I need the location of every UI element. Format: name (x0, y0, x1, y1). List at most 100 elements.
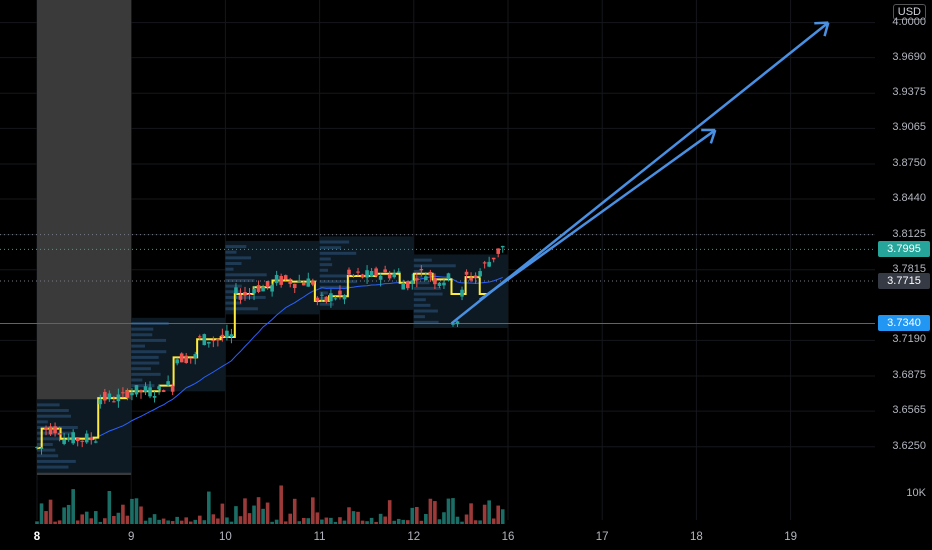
candle-body (188, 357, 193, 359)
arrow-head (823, 22, 830, 37)
volume-bar (360, 520, 365, 524)
profile-bar (413, 298, 426, 302)
volume-bar (306, 518, 311, 524)
volume-bar (365, 521, 369, 524)
profile-bar (37, 454, 59, 458)
profile-bar (225, 295, 266, 299)
volume-bar (482, 504, 487, 524)
candle-body (103, 391, 107, 401)
candle-body (62, 439, 66, 444)
candle-body (288, 280, 293, 284)
volume-bar (297, 521, 302, 524)
profile-bar (131, 361, 160, 365)
volume-bar (338, 517, 342, 524)
candle-body (383, 269, 387, 273)
volume-bar (39, 503, 44, 524)
candle-body (279, 275, 283, 285)
session-shade (37, 0, 132, 475)
volume-bar (496, 505, 501, 524)
volume-bar (247, 513, 252, 524)
candle-body (342, 295, 347, 300)
profile-bar (319, 302, 334, 306)
volume-bar (134, 498, 139, 524)
profile-bar (225, 250, 237, 254)
price-tick-label: 3.8750 (892, 156, 926, 169)
profile-bar (413, 286, 442, 290)
candle-body (301, 282, 306, 286)
volume-bar (347, 507, 351, 524)
profile-bar (131, 384, 155, 388)
price-tag: 3.7340 (878, 315, 930, 332)
profile-bar (37, 448, 56, 452)
candle-body (274, 274, 279, 284)
candle-body (139, 390, 143, 393)
candle-body (134, 385, 139, 395)
volume-bar (143, 520, 148, 524)
candle-body (107, 393, 112, 399)
candle-body (166, 381, 170, 386)
candle-body (405, 281, 410, 289)
volume-bar (428, 498, 433, 524)
volume-bar (473, 520, 478, 524)
volume-bar (329, 517, 333, 524)
candle-body (265, 281, 270, 288)
volume-bar (197, 515, 202, 524)
volume-bar (125, 515, 130, 524)
price-tick-label: 3.8440 (892, 192, 926, 205)
volume-bar (193, 519, 198, 524)
time-tick-label: 10 (218, 531, 232, 543)
volume-bar (229, 521, 234, 524)
volume-bar (324, 517, 329, 524)
candle-body (428, 271, 433, 276)
candle-body (396, 271, 401, 273)
volume-bar (288, 513, 293, 524)
candle-body (360, 274, 365, 278)
price-tick-label: 3.6250 (892, 439, 926, 452)
candle-body (500, 245, 505, 248)
price-tick-label: 4.0000 (892, 15, 926, 28)
volume-axis-label: 10K (906, 487, 926, 499)
candle-body (89, 437, 94, 441)
time-tick-label: 18 (689, 531, 703, 543)
time-tick-label: 11 (313, 531, 326, 543)
volume-bar (396, 518, 401, 524)
drawing-arrows[interactable] (450, 21, 830, 325)
volume-bar (256, 497, 261, 524)
time-tick-label: 17 (595, 531, 609, 543)
candle-body (365, 270, 369, 278)
candle-body (197, 336, 202, 338)
time-tick-label: 9 (127, 531, 135, 543)
volume-bar (405, 520, 410, 524)
price-lines (0, 234, 875, 324)
volume-bar (455, 516, 460, 524)
volume-bar (148, 517, 152, 524)
volume-bar (238, 516, 243, 524)
profile-bar (319, 263, 333, 267)
profile-bar (37, 465, 69, 469)
candle-body (211, 340, 216, 342)
currency-badge[interactable]: USD (892, 4, 926, 20)
price-tick-label: 3.7815 (892, 262, 926, 275)
candle-body (116, 394, 121, 402)
price-tick-label: 3.6875 (892, 369, 926, 382)
volume-bar (188, 521, 193, 524)
profile-bar (37, 420, 48, 424)
candle-body (229, 334, 234, 338)
volume-bar (410, 507, 415, 524)
candle-body (356, 271, 360, 273)
profile-bar (37, 409, 69, 413)
profile-bar (319, 251, 357, 255)
volume-bar (392, 520, 397, 524)
candle-body (387, 274, 392, 279)
price-tick-label: 3.9065 (892, 121, 926, 134)
volume-bar (415, 506, 419, 524)
volume-bar (62, 507, 66, 524)
volume-bar (103, 518, 107, 524)
candle-body (161, 390, 166, 392)
volume-bar (161, 518, 166, 524)
arrow-head (709, 129, 717, 144)
candle-body (297, 280, 302, 283)
volume-bar (283, 521, 288, 524)
volume-bar (93, 511, 98, 524)
